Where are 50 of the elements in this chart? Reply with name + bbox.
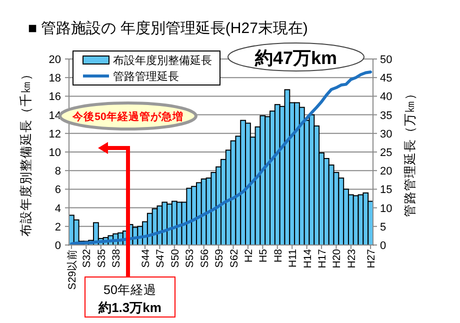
x-tick-label: S32 [81, 248, 94, 268]
y2-tick-label: 35 [380, 110, 392, 122]
x-tick-label: S44 [140, 248, 152, 268]
y-tick-label: 10 [48, 147, 61, 159]
y-tick-label: 18 [48, 72, 61, 85]
y-tick-label: 2 [54, 221, 61, 234]
x-tick-label: S29以前 [65, 249, 78, 290]
text: 50年経過 [104, 283, 156, 297]
y2-tick-label: 50 [380, 54, 392, 66]
x-tick-label: H5 [258, 248, 270, 262]
legend-label: 布設年度別整備延長 [113, 54, 212, 67]
y-tick-label: 4 [54, 202, 61, 215]
y-tick-label: 12 [48, 128, 61, 140]
x-tick-label: S53 [184, 248, 196, 268]
x-tick-label: S38 [110, 248, 123, 268]
annotation: 約47万km [254, 48, 338, 68]
y-axis-title: 布設年度別整備延長（千㎞） [18, 68, 33, 236]
y-tick-label: 0 [54, 240, 61, 252]
legend-label: 管路管理延長 [113, 71, 179, 83]
x-tick-label: H17 [316, 248, 329, 268]
chart-title: ■ 管路施設の 年度別管理延長(H27末現在) [28, 20, 308, 37]
x-tick-label: H27 [366, 248, 378, 268]
y-tick-label: 8 [54, 166, 61, 178]
y-tick-label: 20 [48, 54, 61, 66]
x-tick-label: S56 [198, 248, 211, 268]
y2-tick-label: 20 [380, 166, 392, 178]
x-tick-label: H8 [272, 248, 284, 262]
y2-tick-label: 10 [380, 202, 392, 215]
y2-tick-label: 5 [380, 221, 386, 234]
x-tick-label: H11 [287, 248, 300, 268]
y-tick-label: 16 [48, 91, 61, 104]
x-tick-label: S59 [214, 248, 226, 268]
x-tick-label: S35 [96, 248, 108, 268]
y2-tick-label: 30 [380, 128, 392, 140]
annotation: 今後50年経過管が急増 [72, 110, 184, 123]
x-tick-label: S62 [228, 248, 240, 268]
y2-tick-label: 15 [380, 184, 392, 196]
x-tick-label: S50 [169, 248, 182, 268]
y-tick-label: 6 [54, 184, 61, 196]
y2-tick-label: 25 [380, 147, 392, 159]
y2-tick-label: 40 [380, 91, 392, 104]
y2-tick-label: 0 [380, 240, 386, 252]
x-tick-label: S47 [154, 248, 167, 268]
x-tick-label: H2 [242, 248, 255, 262]
text: 約1.3万km [98, 300, 162, 315]
y2-tick-label: 45 [380, 72, 392, 85]
y2-axis-title: 管路管理延長（万㎞） [403, 87, 417, 217]
x-tick-label: H23 [346, 248, 358, 268]
x-tick-label: H14 [302, 248, 314, 268]
x-tick-label: H20 [331, 248, 344, 268]
